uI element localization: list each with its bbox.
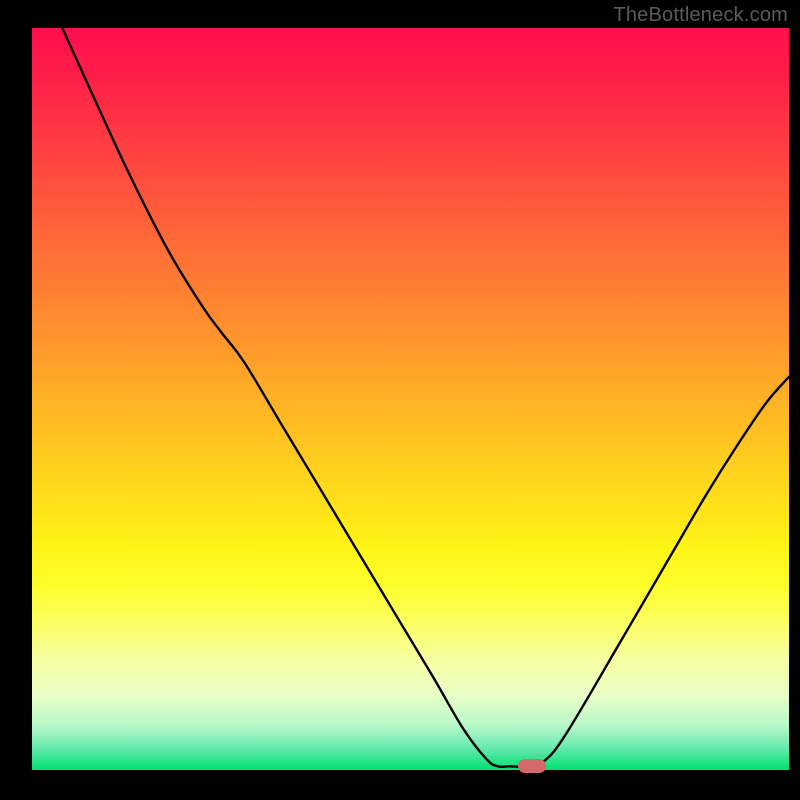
optimal-marker xyxy=(518,759,546,773)
watermark-text: TheBottleneck.com xyxy=(613,4,788,27)
bottleneck-chart xyxy=(32,28,789,770)
plot-background xyxy=(32,28,789,770)
chart-container: TheBottleneck.com xyxy=(0,0,800,800)
